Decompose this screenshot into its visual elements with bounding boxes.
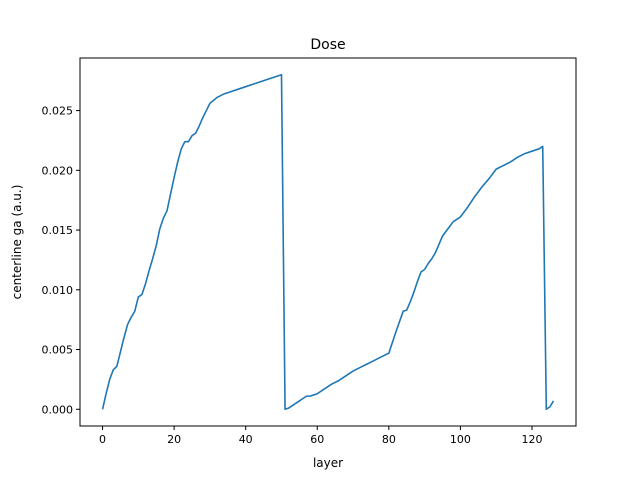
y-tick-label: 0.015: [42, 224, 74, 237]
y-axis: 0.000 0.005 0.010 0.015 0.020 0.025: [42, 105, 80, 416]
x-tick-label: 120: [521, 433, 542, 446]
x-tick-label: 80: [382, 433, 396, 446]
x-axis-label: layer: [313, 456, 343, 470]
y-tick-label: 0.025: [42, 105, 74, 118]
y-axis-label: centerline ga (a.u.): [10, 185, 24, 300]
y-tick-label: 0.000: [42, 403, 74, 416]
y-tick-label: 0.020: [42, 164, 74, 177]
series-layer: [101, 73, 555, 411]
x-tick-label: 20: [167, 433, 181, 446]
y-tick-label: 0.010: [42, 284, 74, 297]
x-tick-label: 40: [239, 433, 253, 446]
y-tick-label: 0.005: [42, 344, 74, 357]
x-tick-label: 100: [450, 433, 471, 446]
plot-area: [80, 58, 576, 426]
x-axis: 0 20 40 60 80 100 120: [99, 426, 542, 446]
series-line: [101, 73, 555, 411]
chart-title: Dose: [310, 37, 345, 53]
x-tick-label: 60: [310, 433, 324, 446]
x-tick-label: 0: [99, 433, 106, 446]
plot-frame: [79, 57, 577, 427]
